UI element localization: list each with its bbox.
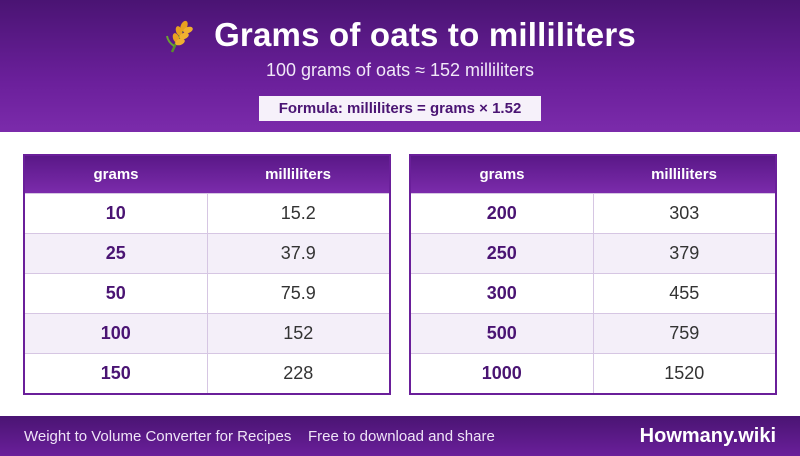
grams-cell: 50 (25, 274, 208, 313)
subtitle: 100 grams of oats ≈ 152 milliliters (266, 60, 534, 80)
footer-share-note: Free to download and share (308, 428, 495, 445)
table-row: 500 759 (411, 313, 775, 353)
table-row: 50 75.9 (25, 273, 389, 313)
milliliters-cell: 455 (669, 283, 700, 303)
table-header: grams milliliters (411, 156, 775, 193)
milliliters-cell: 303 (669, 203, 700, 223)
column-header-grams: grams (93, 166, 139, 183)
table-row: 100 152 (25, 313, 389, 353)
grams-cell: 150 (25, 354, 208, 393)
table-header: grams milliliters (25, 156, 389, 193)
grams-cell: 1000 (411, 354, 594, 393)
milliliters-cell: 379 (669, 243, 700, 263)
formula-box: Formula: milliliters = grams × 1.52 (259, 96, 541, 121)
grams-cell: 300 (411, 274, 594, 313)
milliliters-cell: 759 (669, 323, 700, 343)
table-row: 300 455 (411, 273, 775, 313)
milliliters-cell: 15.2 (280, 203, 316, 223)
brand-logo[interactable]: Howmany.wiki (639, 425, 776, 447)
column-header-milliliters: milliliters (265, 166, 331, 183)
grams-cell: 250 (411, 234, 594, 273)
grams-cell: 25 (25, 234, 208, 273)
header: Grams of oats to milliliters 100 grams o… (0, 0, 800, 132)
table-row: 25 37.9 (25, 233, 389, 273)
table-row: 200 303 (411, 193, 775, 233)
column-header-milliliters: milliliters (651, 166, 717, 183)
page-title: Grams of oats to milliliters (214, 16, 636, 53)
table-row: 1000 1520 (411, 353, 775, 393)
column-header-grams: grams (479, 166, 525, 183)
grams-cell: 100 (25, 314, 208, 353)
grams-cell: 500 (411, 314, 594, 353)
title-row: Grams of oats to milliliters (0, 14, 800, 56)
table-row: 250 379 (411, 233, 775, 273)
footer-tagline: Weight to Volume Converter for Recipes (24, 428, 292, 445)
table-row: 10 15.2 (25, 193, 389, 233)
grams-cell: 10 (25, 194, 208, 233)
wheat-icon (166, 20, 193, 53)
grams-cell: 200 (411, 194, 594, 233)
milliliters-cell: 228 (283, 363, 314, 383)
milliliters-cell: 75.9 (280, 283, 316, 303)
conversion-table-left: grams milliliters 10 15.2 25 37.9 50 75.9 1… (23, 154, 391, 395)
table-row: 150 228 (25, 353, 389, 393)
milliliters-cell: 37.9 (280, 243, 316, 263)
conversion-table-right: grams milliliters 200 303 250 379 300 455 5… (409, 154, 777, 395)
footer: Weight to Volume Converter for Recipes F… (0, 416, 800, 456)
milliliters-cell: 152 (283, 323, 314, 343)
milliliters-cell: 1520 (664, 363, 705, 383)
